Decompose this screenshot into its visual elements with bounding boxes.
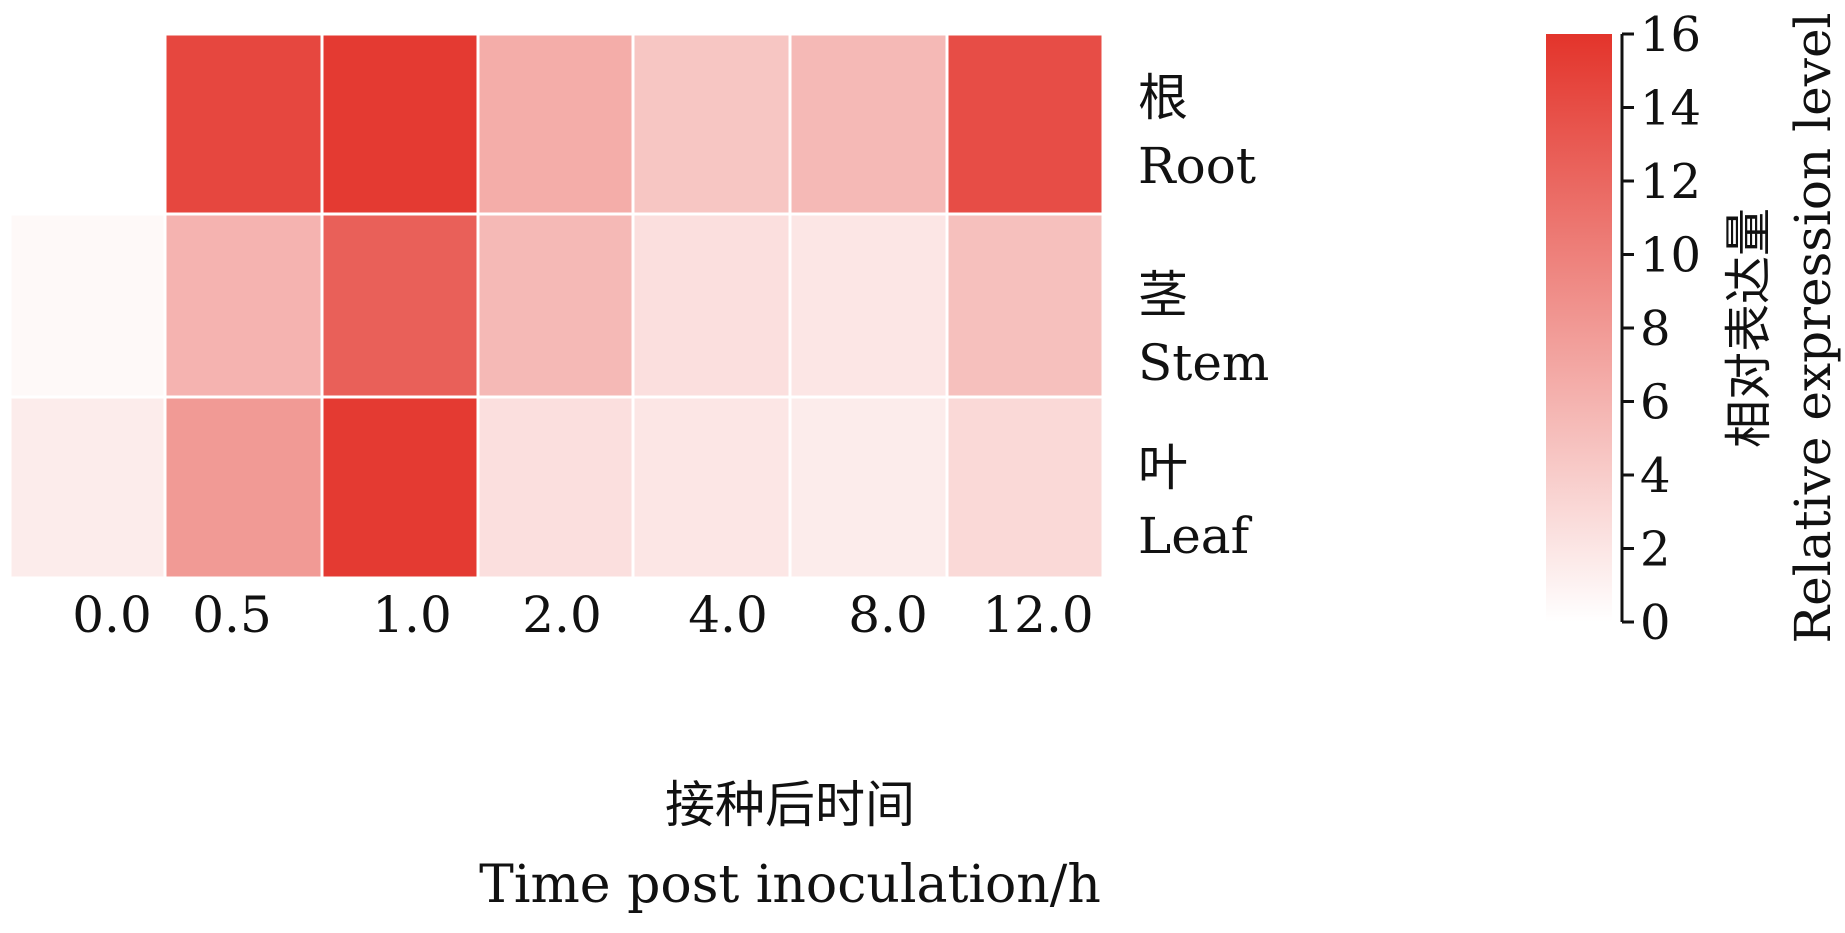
heatmap-cell [8, 212, 167, 399]
x-axis-label-en: Time post inoculation/h [479, 855, 1101, 915]
heatmap-cell [320, 212, 480, 399]
colorbar-gradient [1546, 34, 1612, 622]
colorbar-tick-label: 16 [1640, 7, 1701, 63]
heatmap-cell [476, 395, 635, 580]
heatmap-cells [8, 32, 1105, 580]
colorbar-tick-label: 4 [1640, 448, 1671, 504]
row-label-en: Root [1138, 137, 1256, 195]
colorbar-ticks: 16 14 12 10 8 6 4 2 0 [1622, 7, 1701, 651]
heatmap-cell [945, 32, 1105, 216]
x-tick-label: 4.0 [688, 586, 768, 644]
x-tick-label: 1.0 [372, 586, 452, 644]
colorbar-tick-label: 12 [1640, 154, 1701, 210]
colorbar-tick-label: 14 [1640, 81, 1701, 137]
colorbar-label-en: Relative expression level [1784, 12, 1842, 643]
heatmap-cell [631, 395, 792, 580]
colorbar-tick-label: 2 [1640, 522, 1671, 578]
row-label-cn: 叶 [1138, 439, 1188, 497]
heatmap-cell [476, 212, 635, 399]
x-tick-label: 0.5 [192, 586, 272, 644]
colorbar-tick-label: 10 [1640, 228, 1701, 284]
heatmap-cell [476, 32, 635, 216]
colorbar: 16 14 12 10 8 6 4 2 0 相对表达量 Relative expression … [1546, 7, 1842, 651]
heatmap-cell [631, 32, 792, 216]
heatmap-cell [163, 395, 324, 580]
heatmap-cell [631, 212, 792, 399]
heatmap-cell [320, 32, 480, 216]
colorbar-tick-label: 6 [1640, 375, 1671, 431]
heatmap-cell [163, 212, 324, 399]
x-tick-label: 2.0 [522, 586, 602, 644]
row-labels: 根 Root 茎 Stem 叶 Leaf [1138, 69, 1269, 565]
row-label-cn: 根 [1138, 69, 1188, 127]
heatmap-cell [945, 395, 1105, 580]
x-tick-label: 12.0 [982, 586, 1093, 644]
heatmap-cell [788, 395, 949, 580]
x-tick-label: 8.0 [848, 586, 928, 644]
heatmap-cell [320, 395, 480, 580]
row-label-en: Leaf [1138, 507, 1253, 565]
x-tick-label: 0.0 [72, 586, 152, 644]
colorbar-label-cn: 相对表达量 [1721, 208, 1777, 448]
x-axis-label-cn: 接种后时间 [665, 776, 915, 834]
x-tick-labels: 0.0 0.5 1.0 2.0 4.0 8.0 12.0 [72, 586, 1093, 644]
heatmap-cell [8, 395, 167, 580]
colorbar-tick-label: 0 [1640, 595, 1671, 651]
heatmap-cell [945, 212, 1105, 399]
heatmap-cell [788, 212, 949, 399]
heatmap-cell [788, 32, 949, 216]
row-label-cn: 茎 [1138, 266, 1188, 324]
row-label-en: Stem [1138, 334, 1269, 392]
heatmap-cell [163, 32, 324, 216]
colorbar-tick-label: 8 [1640, 301, 1671, 357]
